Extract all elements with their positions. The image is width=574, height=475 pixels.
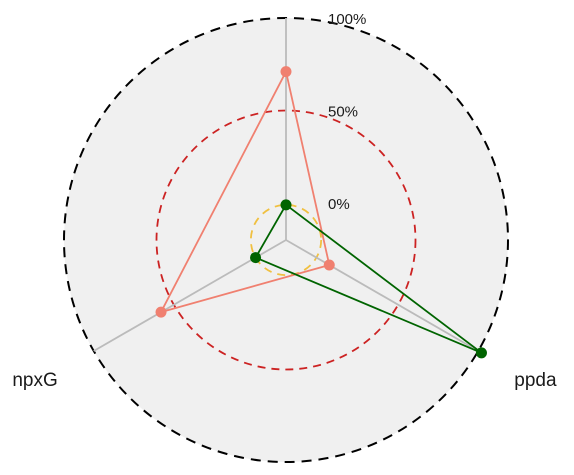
tick-label-0: 0% <box>328 196 350 213</box>
series-1-point-1 <box>475 347 487 359</box>
series-1-line <box>254 203 483 354</box>
series-0-line <box>160 70 331 314</box>
axis-label-ppda: ppda <box>514 370 557 391</box>
series-1-point-2 <box>250 252 262 264</box>
axis-spoke-1 <box>285 239 479 352</box>
reference-ring-1 <box>155 109 417 371</box>
series-0-point-1 <box>323 259 335 271</box>
tick-label-2: 100% <box>328 11 366 28</box>
tick-label-1: 50% <box>328 103 358 120</box>
axis-label-npxg: npxG <box>12 370 57 391</box>
reference-ring-0 <box>249 203 323 277</box>
series-0-point-2 <box>155 306 167 318</box>
series-0-point-0 <box>280 66 292 78</box>
series-1-point-0 <box>280 199 292 211</box>
